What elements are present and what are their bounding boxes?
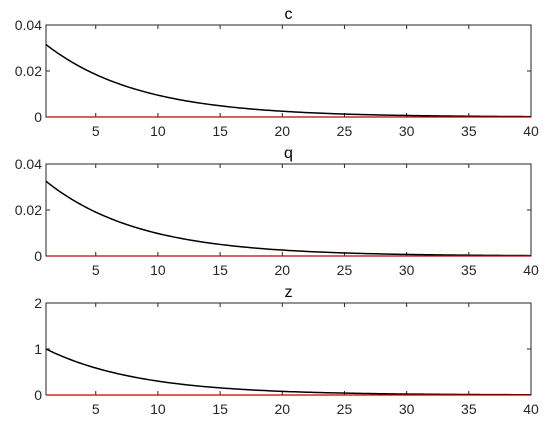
y-tick-label: 0 — [34, 248, 42, 264]
y-tick-label: 0.04 — [15, 17, 42, 33]
subplot-z: 5 10 15 20 25 30 35 40 0 1 2 z — [34, 284, 539, 417]
x-tick-label: 15 — [212, 262, 228, 278]
x-tick-label: 35 — [461, 123, 477, 139]
x-tick-label: 20 — [274, 401, 290, 417]
x-tick-label: 5 — [92, 123, 100, 139]
x-tick-label: 10 — [150, 262, 166, 278]
subplot-title: q — [284, 145, 293, 162]
x-tick-label: 40 — [523, 262, 539, 278]
x-tick-label: 25 — [337, 401, 353, 417]
x-tick-label: 10 — [150, 123, 166, 139]
y-tick-label: 0 — [34, 109, 42, 125]
x-tick-label: 35 — [461, 262, 477, 278]
x-tick-label: 35 — [461, 401, 477, 417]
series-line-response — [45, 43, 532, 118]
x-tick-label: 30 — [399, 401, 415, 417]
x-tick-label: 20 — [274, 123, 290, 139]
x-tick-label: 5 — [92, 262, 100, 278]
axes-box — [45, 302, 532, 396]
axes-box — [45, 24, 532, 118]
subplot-q: 5 10 15 20 25 30 35 40 0 0.02 0.04 q — [15, 145, 539, 278]
x-tick-label: 40 — [523, 123, 539, 139]
x-tick-label: 40 — [523, 401, 539, 417]
x-tick-label: 10 — [150, 401, 166, 417]
y-tick-label: 1 — [34, 341, 42, 357]
x-tick-label: 30 — [399, 262, 415, 278]
x-tick-label: 5 — [92, 401, 100, 417]
x-tick-label: 30 — [399, 123, 415, 139]
x-tick-label: 25 — [337, 123, 353, 139]
x-tick-label: 25 — [337, 262, 353, 278]
subplot-title: z — [285, 284, 293, 301]
series-line-response — [45, 180, 532, 257]
x-tick-label: 15 — [212, 401, 228, 417]
y-tick-label: 0 — [34, 387, 42, 403]
subplot-title: c — [285, 6, 293, 23]
axes-box — [45, 163, 532, 257]
x-tick-label: 20 — [274, 262, 290, 278]
x-tick-label: 15 — [212, 123, 228, 139]
y-tick-label: 0.02 — [15, 63, 42, 79]
subplot-c: 5 10 15 20 25 30 35 40 0 0.02 0.04 c — [15, 6, 539, 139]
y-tick-label: 2 — [34, 295, 42, 311]
y-tick-label: 0.04 — [15, 156, 42, 172]
y-tick-label: 0.02 — [15, 202, 42, 218]
